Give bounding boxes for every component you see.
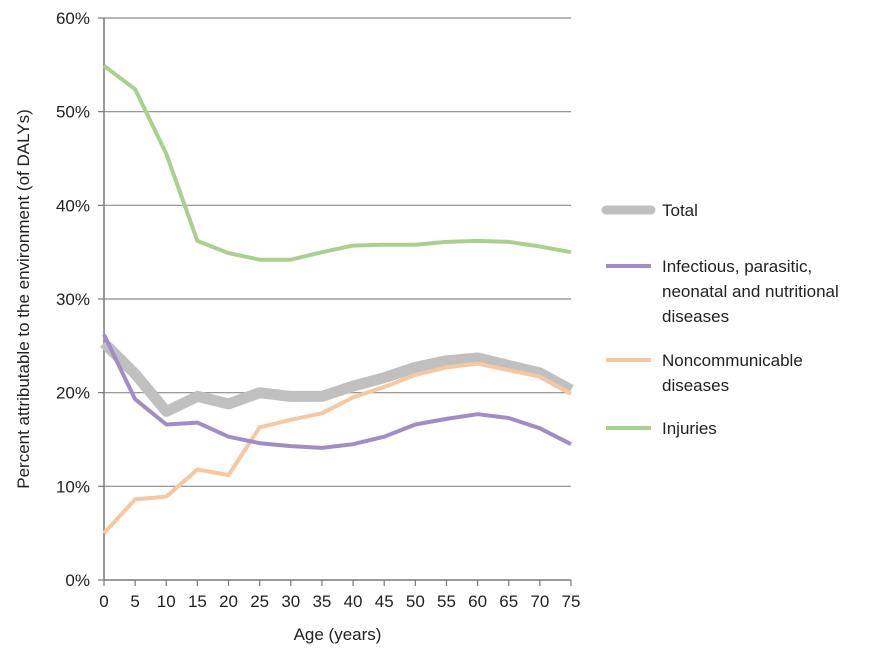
legend-label: Noncommunicable [662,351,803,370]
series-line [102,64,572,262]
x-tick-label: 50 [406,592,425,611]
x-tick-label: 75 [562,592,581,611]
y-tick-label: 60% [56,9,90,28]
legend: Total Infectious, parasitic, neonatal and … [601,201,839,438]
x-tick-label: 70 [530,592,549,611]
y-tick-label: 30% [56,290,90,309]
tick-labels: 0% 10% 20% 30% 40% 50% 60% 0 5 10 15 20 25 30 35 40 45 50… [56,9,580,611]
legend-label: Total [662,201,698,220]
legend-label: Infectious, parasitic, [662,257,812,276]
x-tick-label: 20 [219,592,238,611]
x-tick-label: 60 [468,592,487,611]
x-tick-label: 35 [312,592,331,611]
gridlines [104,17,571,487]
y-tick-label: 40% [56,196,90,215]
series-line [100,339,574,417]
series-line [102,361,572,535]
x-tick-label: 15 [188,592,207,611]
legend-label: neonatal and nutritional [662,282,839,301]
x-tick-label: 45 [375,592,394,611]
axes [98,17,572,586]
x-tick-label: 25 [250,592,269,611]
y-axis-title: Percent attributable to the environment … [14,109,33,489]
legend-label: Injuries [662,419,717,438]
y-tick-label: 50% [56,103,90,122]
x-axis-title: Age (years) [294,625,382,644]
y-tick-label: 0% [65,571,90,590]
x-tick-label: 30 [281,592,300,611]
series-lines [100,64,574,535]
x-tick-label: 0 [99,592,108,611]
y-tick-label: 10% [56,477,90,496]
series-line [102,333,572,450]
x-tick-label: 10 [157,592,176,611]
legend-label: diseases [662,376,729,395]
x-tick-label: 40 [344,592,363,611]
x-tick-label: 5 [130,592,139,611]
x-tick-label: 65 [499,592,518,611]
y-tick-label: 20% [56,384,90,403]
x-tick-label: 55 [437,592,456,611]
legend-label: diseases [662,307,729,326]
